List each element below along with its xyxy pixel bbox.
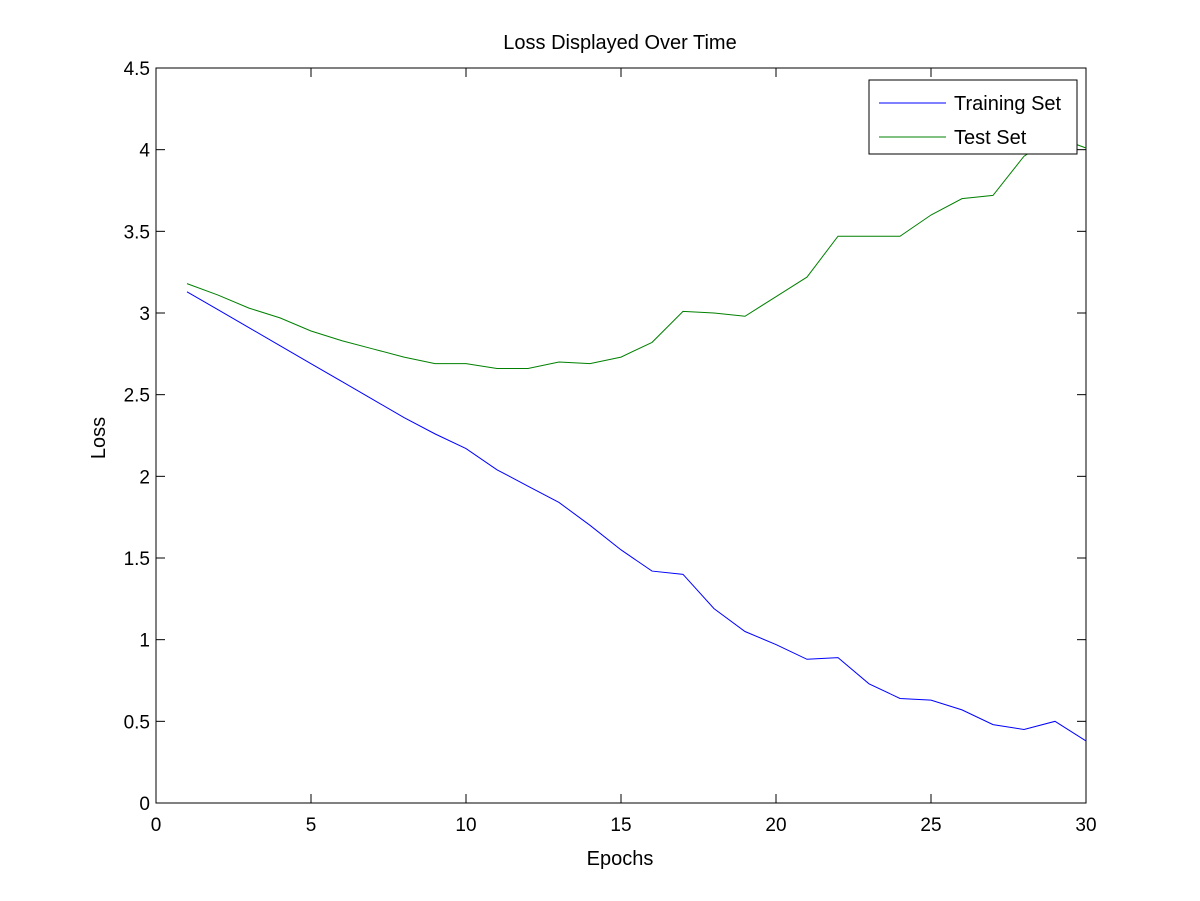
y-tick-label: 0 xyxy=(139,794,150,815)
x-tick-label: 10 xyxy=(455,815,476,836)
y-tick-label: 1.5 xyxy=(124,549,150,570)
legend-label-training-set: Training Set xyxy=(954,93,1062,115)
y-tick-label: 2.5 xyxy=(124,386,150,407)
y-tick-label: 4 xyxy=(139,141,150,162)
y-tick-label: 2 xyxy=(139,467,150,488)
chart-title: Loss Displayed Over Time xyxy=(503,32,736,54)
y-tick-label: 4.5 xyxy=(124,59,150,80)
plot-area: 0 5 10 15 20 25 30 0 0.5 1 1.5 2 2.5 3 3.5 4 4.5 xyxy=(124,59,1097,836)
legend-box xyxy=(868,79,1078,155)
y-tick-label: 1 xyxy=(139,631,150,652)
plot-frame xyxy=(155,67,1087,804)
y-tick-label: 0.5 xyxy=(124,712,150,733)
x-tick-label: 20 xyxy=(765,815,786,836)
series-line-training-set xyxy=(186,291,1087,742)
y-tick-label: 3.5 xyxy=(124,222,150,243)
x-tick-label: 25 xyxy=(920,815,941,836)
series-line-test-set xyxy=(186,136,1087,370)
x-tick-label: 15 xyxy=(610,815,631,836)
x-axis-label: Epochs xyxy=(587,848,654,870)
x-tick-label: 5 xyxy=(306,815,317,836)
legend: Training Set Test Set xyxy=(868,79,1078,155)
y-axis-label: Loss xyxy=(88,417,110,459)
x-tick-label: 30 xyxy=(1075,815,1096,836)
x-tick-label: 0 xyxy=(151,815,162,836)
legend-label-test-set: Test Set xyxy=(954,127,1027,149)
y-tick-label: 3 xyxy=(139,304,150,325)
